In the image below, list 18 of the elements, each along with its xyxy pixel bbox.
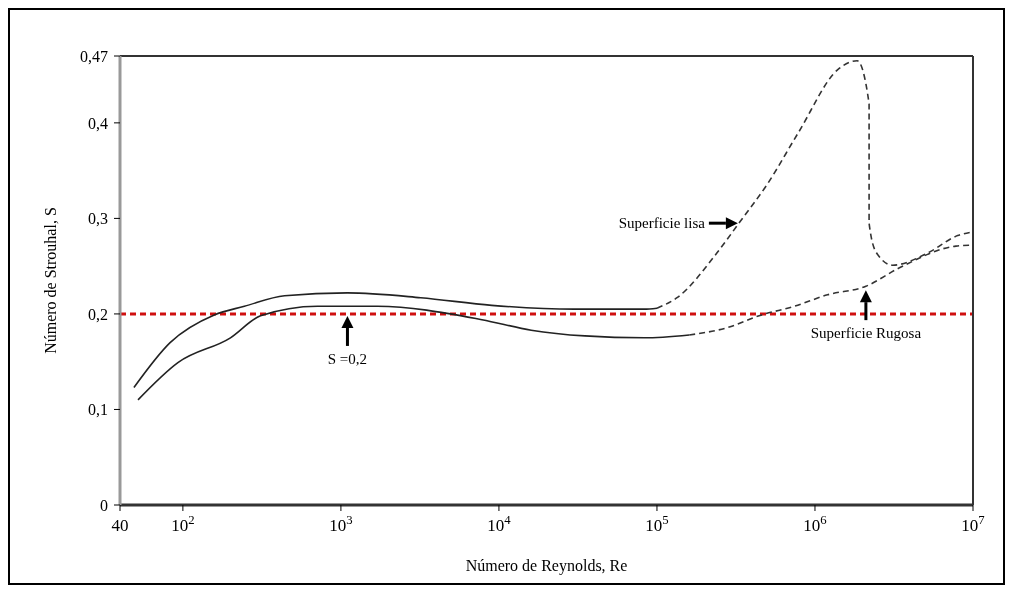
x-tick-label: 10$^{3}$ [329, 513, 353, 535]
x-tick-label: 40 [111, 516, 129, 535]
x-tick-label: 10$^{5}$ [645, 513, 669, 535]
y-tick-label: 0,3 [88, 210, 108, 228]
x-tick-label: 10$^{4}$ [487, 513, 512, 535]
x-axis-title: Número de Reynolds, Re [465, 557, 628, 575]
annotation: Superficie Rugosa [810, 325, 922, 342]
x-tick-label: 10$^{7}$ [961, 513, 985, 535]
annotation: Superficie lisa [618, 215, 706, 232]
y-tick-label: 0,2 [88, 305, 108, 323]
x-tick-label: 10$^{6}$ [803, 513, 827, 535]
annotation: S =0,2 [327, 350, 368, 367]
x-tick-label: 10$^{2}$ [171, 513, 195, 535]
y-tick-label: 0,47 [80, 48, 108, 65]
y-tick-label: 0,1 [88, 401, 108, 419]
y-axis-title: Número de Strouhal, S [41, 207, 59, 354]
y-tick-label: 0,4 [88, 114, 108, 132]
y-tick-label: 0 [100, 497, 108, 514]
